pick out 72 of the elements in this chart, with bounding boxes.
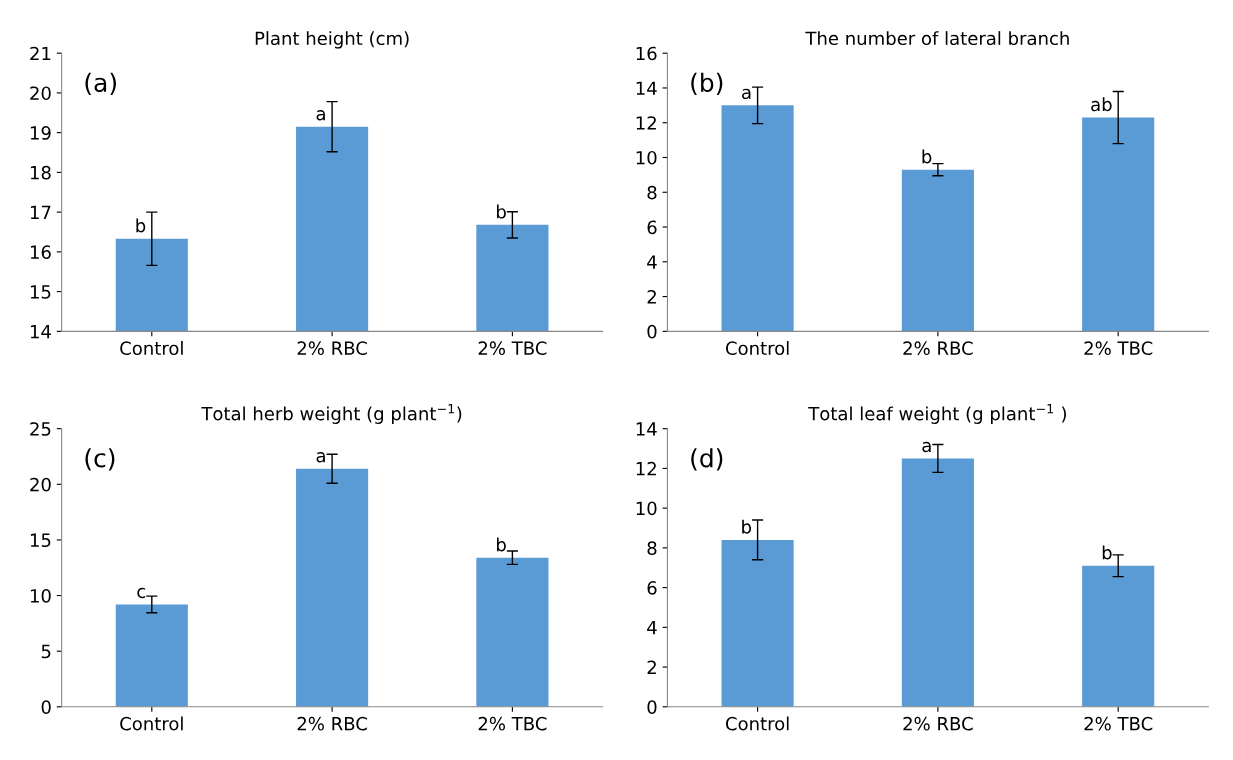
y-tick-label: 10 [636,150,657,165]
chart-title: The number of lateral branch [805,31,1069,46]
y-tick-label: 20 [30,86,51,101]
y-tick-label: 20 [30,477,51,492]
y-tick-label: 5 [41,644,51,659]
y-tick-label: 25 [30,422,51,436]
y-tick-label: 0 [41,700,51,714]
x-tick-label: Control [725,716,789,731]
annotation: (a) [85,72,116,95]
bar [721,539,794,707]
bar [1082,117,1155,332]
annotation: b [922,149,932,164]
x-tick-label: Control [120,716,183,731]
annotation: b [136,218,146,233]
y-tick-label: 4 [647,621,657,635]
bar [901,458,974,707]
annotation: a [742,88,751,100]
annotation: (b) [691,72,723,95]
y-tick-label: 18 [30,165,51,180]
y-tick-label: 6 [647,581,657,595]
y-tick-label: 21 [30,46,51,61]
x-tick-label: 2% TBC [1084,716,1153,731]
annotation: (d) [691,448,723,471]
annotation: b [1102,545,1112,560]
y-tick-label: 15 [30,285,51,299]
y-tick-label: 14 [636,422,657,436]
y-tick-label: 4 [647,255,657,269]
y-tick-label: 16 [30,245,51,259]
bar [721,105,794,332]
y-tick-label: 2 [647,290,656,304]
y-tick-label: 10 [636,501,657,516]
y-tick-label: 16 [636,46,657,61]
annotation: b [497,537,506,552]
x-tick-label: Control [120,341,183,356]
y-tick-label: 12 [636,461,656,476]
y-tick-label: 17 [30,205,51,219]
y-tick-label: 0 [647,324,657,339]
bar [476,557,549,707]
bar [1082,565,1155,707]
chart-title: Total leaf weight (g plant$^{−1}$ ) [808,404,1066,424]
annotation: a [922,441,931,453]
y-tick-label: 19 [30,126,51,140]
chart-title: Plant height (cm) [255,31,409,49]
annotation: a [316,110,325,121]
bar [296,468,369,707]
x-tick-label: 2% RBC [297,716,367,731]
bar [115,604,188,707]
y-tick-label: 8 [647,541,657,555]
x-tick-label: 2% TBC [478,716,547,731]
y-tick-label: 12 [636,116,656,130]
y-tick-label: 15 [30,533,51,548]
x-tick-label: 2% TBC [478,341,547,356]
x-tick-label: 2% RBC [903,716,973,731]
x-tick-label: 2% RBC [297,341,367,356]
bar [901,169,974,332]
y-tick-label: 14 [30,325,51,339]
y-tick-label: 10 [30,589,51,603]
x-tick-label: Control [725,341,789,356]
annotation: c [137,587,146,599]
y-tick-label: 6 [647,220,657,235]
annotation: b [497,204,506,219]
y-tick-label: 2 [647,660,656,674]
annotation: (c) [85,448,115,471]
y-tick-label: 14 [636,81,657,95]
y-tick-label: 8 [647,185,657,200]
x-tick-label: 2% TBC [1084,341,1153,356]
chart-title: Total herb weight (g plant$^{−1}$) [201,404,462,424]
y-tick-label: 0 [647,700,657,714]
annotation: a [316,452,325,463]
annotation: b [742,519,752,534]
x-tick-label: 2% RBC [903,341,973,356]
annotation: ab [1091,97,1112,112]
